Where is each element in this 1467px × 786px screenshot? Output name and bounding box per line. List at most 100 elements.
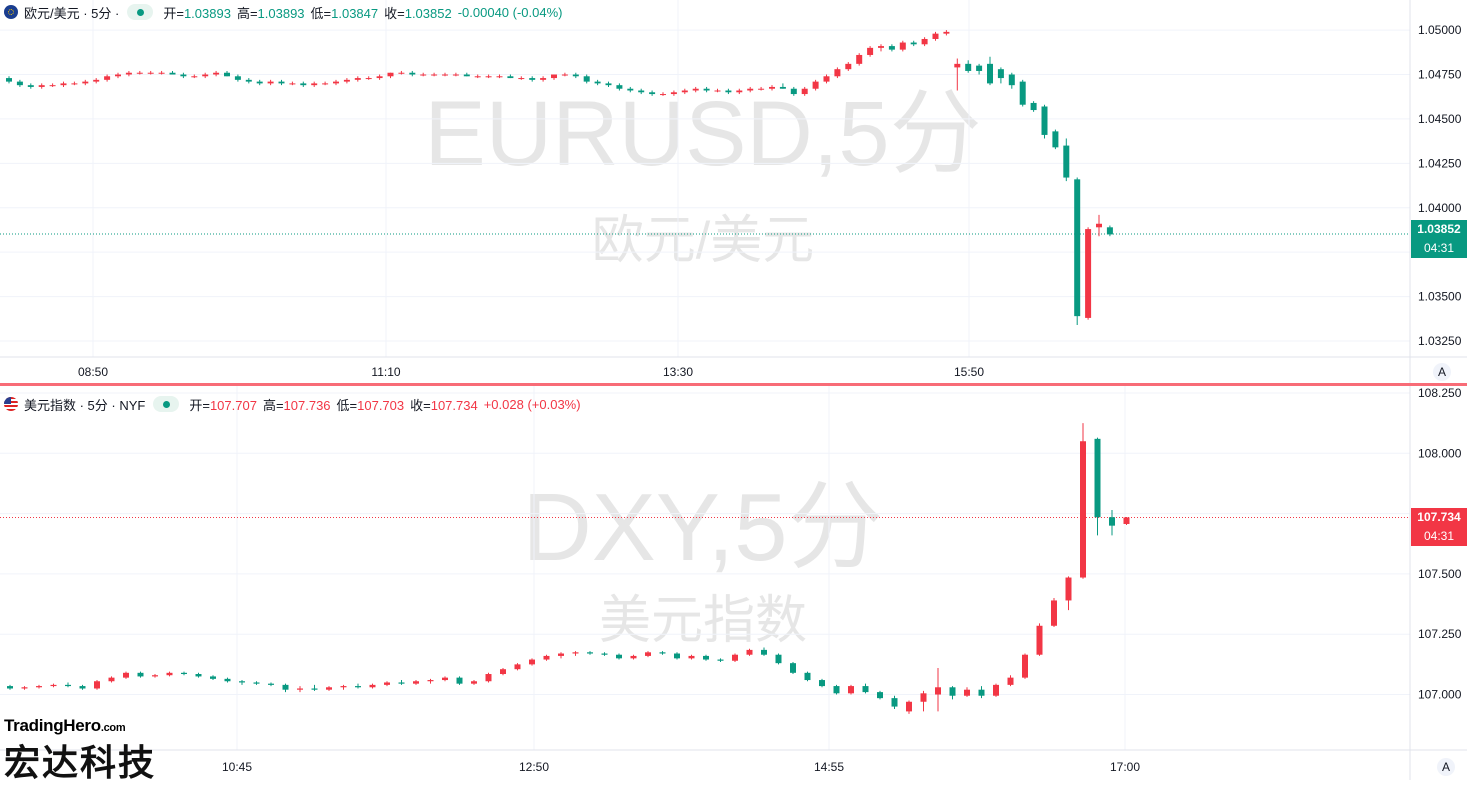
candle: [268, 682, 274, 687]
candle-body: [514, 664, 521, 670]
candle: [987, 56, 993, 86]
candle: [601, 652, 608, 656]
candle-body: [949, 687, 956, 696]
candle: [463, 72, 470, 77]
candle-body: [245, 79, 252, 82]
change-value: -0.00040 (-0.04%): [457, 4, 563, 20]
auto-scale-button[interactable]: A: [1433, 363, 1451, 381]
candle: [195, 672, 202, 678]
eurusd-chart-pane[interactable]: EURUSD,5分 欧元/美元 1.05000 1.04750 1.04500 1.042…: [0, 0, 1467, 383]
candle-body: [993, 684, 999, 696]
candle-body: [147, 72, 154, 74]
candle: [1030, 101, 1037, 112]
candle: [507, 74, 514, 79]
auto-scale-button[interactable]: A: [1437, 758, 1455, 776]
candle: [210, 675, 216, 681]
candle: [1008, 72, 1015, 89]
candle: [115, 72, 121, 79]
y-tick-label: 1.04250: [1418, 156, 1462, 170]
candle: [60, 81, 67, 87]
candle: [297, 686, 303, 693]
candle-body: [322, 83, 329, 85]
low-label: 低=: [336, 397, 358, 413]
candle: [645, 651, 651, 658]
dxy-chart[interactable]: DXY,5分美元指数108.250108.000107.750107.50010…: [0, 386, 1467, 780]
candle: [921, 37, 928, 47]
candle-body: [965, 63, 972, 71]
candle-body: [427, 680, 434, 682]
candle-body: [463, 74, 470, 77]
candle-body: [191, 76, 198, 78]
candle-body: [572, 74, 579, 77]
candle: [38, 83, 45, 89]
change-value: +0.028 (+0.03%): [483, 396, 581, 412]
candle: [1074, 177, 1081, 326]
dxy-countdown: 04:31: [1423, 529, 1455, 543]
candle-body: [442, 74, 448, 76]
candle: [845, 62, 852, 71]
candle: [572, 72, 579, 79]
candle: [282, 683, 289, 693]
candle: [848, 684, 854, 695]
candle-body: [845, 63, 852, 70]
dxy-symbol-label[interactable]: 美元指数 · 5分 · NYF: [24, 397, 146, 413]
candle: [452, 72, 459, 77]
candle: [6, 76, 12, 84]
candle: [801, 86, 808, 96]
eurusd-symbol-label[interactable]: 欧元/美元 · 5分 ·: [24, 5, 120, 21]
candle: [758, 86, 765, 91]
y-tick-label: 1.05000: [1418, 23, 1462, 37]
candle-body: [387, 72, 394, 77]
candle: [442, 72, 448, 77]
candle: [1052, 129, 1059, 150]
close-label: 收=: [410, 397, 431, 413]
candle: [343, 78, 350, 84]
candle-body: [471, 681, 477, 684]
candle: [376, 74, 383, 80]
candle: [340, 684, 347, 690]
y-tick-label: 1.04000: [1418, 201, 1462, 215]
candle-body: [6, 78, 12, 82]
x-tick-label: 12:50: [519, 760, 549, 774]
dxy-last-price: 107.734: [1417, 510, 1461, 524]
candle: [1051, 598, 1057, 627]
dxy-chart-pane[interactable]: DXY,5分美元指数108.250108.000107.750107.50010…: [0, 386, 1467, 780]
candle-body: [1019, 81, 1026, 105]
candle-body: [82, 81, 89, 84]
candle-body: [431, 74, 438, 76]
candle-body: [725, 90, 732, 93]
candle-body: [714, 90, 721, 92]
candle: [878, 44, 884, 52]
market-status-icon[interactable]: [127, 4, 154, 20]
x-tick-label: 13:30: [663, 365, 693, 379]
candle: [158, 70, 165, 75]
candle: [456, 676, 463, 685]
candle: [27, 83, 34, 89]
eu-flag-icon: [4, 5, 18, 19]
candle: [474, 74, 481, 79]
candle-body: [906, 701, 912, 712]
candle-body: [137, 672, 144, 677]
candle-body: [935, 687, 941, 695]
candle-body: [551, 74, 557, 79]
candle-body: [746, 649, 753, 655]
candle-body: [674, 653, 680, 659]
candle: [166, 671, 173, 677]
candle-body: [369, 684, 376, 688]
market-status-icon[interactable]: [153, 396, 180, 412]
candle: [649, 90, 656, 96]
candle-body: [256, 81, 263, 84]
candle: [65, 682, 71, 688]
candle: [82, 79, 89, 86]
candle-body: [1074, 179, 1081, 317]
pane-divider[interactable]: [0, 383, 1467, 386]
candle-body: [278, 81, 285, 84]
candle: [714, 88, 721, 93]
candle: [1123, 516, 1130, 525]
candle-body: [343, 79, 350, 82]
candle-body: [856, 54, 863, 64]
candle-body: [169, 72, 176, 75]
candle-body: [638, 90, 645, 93]
candle: [354, 76, 361, 82]
